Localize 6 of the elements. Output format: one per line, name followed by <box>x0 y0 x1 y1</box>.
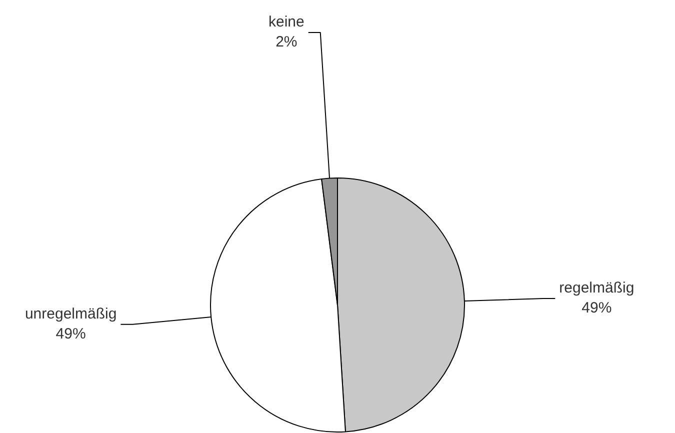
data-label: 49% <box>56 326 86 342</box>
data-label: 49% <box>582 300 612 317</box>
data-label: 2% <box>276 34 298 51</box>
slice-label: unregelmäßig <box>24 306 117 322</box>
slice-label: keine <box>268 14 304 31</box>
slice-label: regelmäßig <box>559 280 634 297</box>
